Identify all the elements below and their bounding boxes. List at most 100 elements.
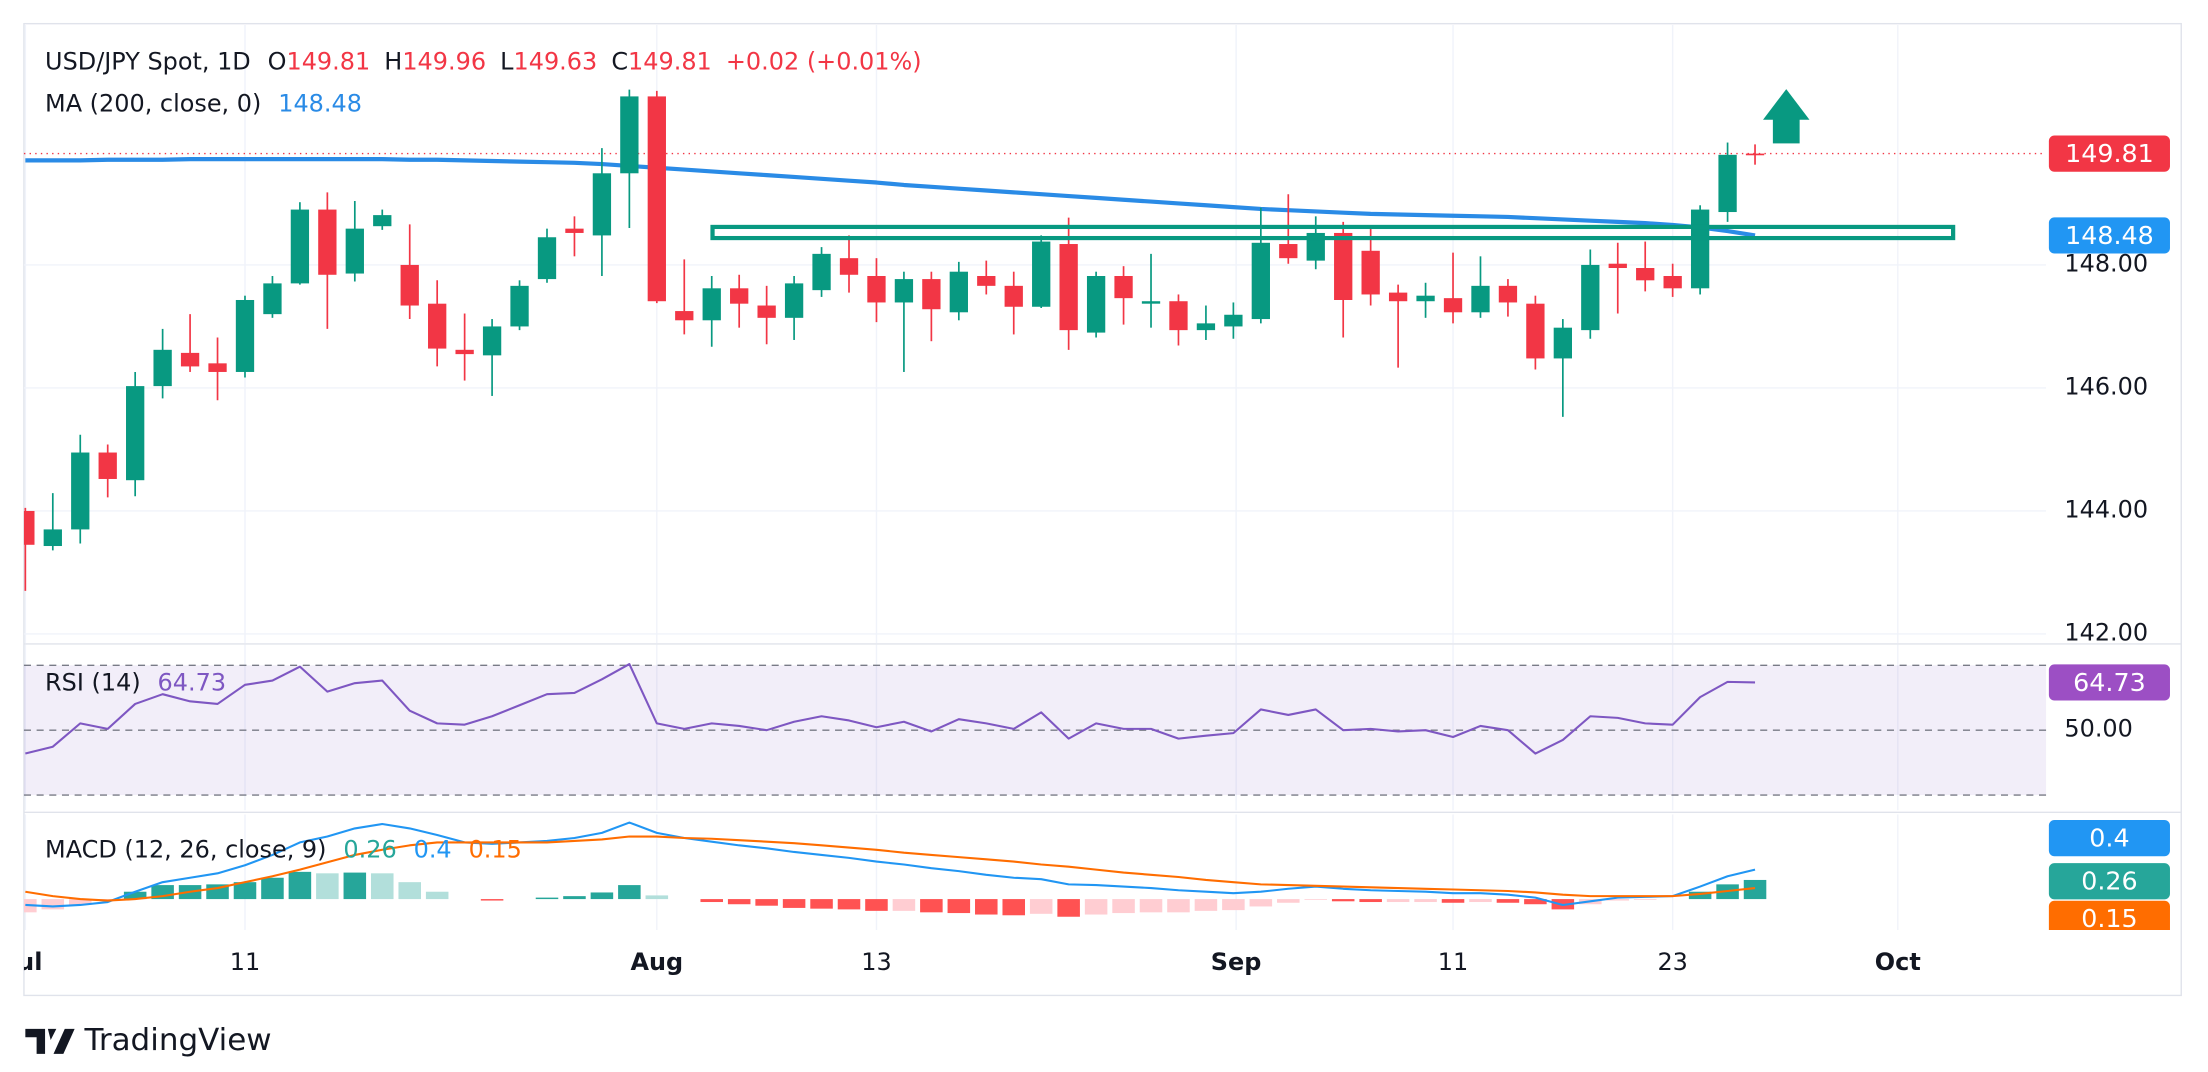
- histogram-bar: [810, 899, 833, 909]
- macd: [23, 821, 1767, 917]
- candle-body: [71, 452, 90, 530]
- candle-body: [702, 288, 721, 321]
- candle-body: [1388, 292, 1408, 302]
- ohlc-value: 149.81: [628, 47, 712, 75]
- histogram-bar: [1002, 899, 1026, 916]
- signal-line: [25, 835, 1756, 902]
- candle-body: [1443, 298, 1463, 313]
- candle-body: [812, 253, 831, 291]
- histogram-bar: [1194, 899, 1218, 911]
- candle-body: [1718, 154, 1737, 213]
- x-labels: Jul 11 Aug 13 Sep 11 23 Oct: [24, 948, 1921, 976]
- series-name: MA (200, close, 0): [45, 89, 261, 117]
- rsi-legend: RSI (14) 64.73: [45, 668, 226, 696]
- histogram-bar: [1249, 899, 1273, 907]
- candle-body: [510, 285, 529, 327]
- candle-body: [153, 349, 172, 387]
- histogram-bar: [1743, 879, 1767, 900]
- candle-body: [428, 303, 447, 349]
- logo: [25, 1028, 75, 1054]
- histogram-bar: [1524, 899, 1547, 905]
- histogram-bar: [1359, 899, 1382, 903]
- candle-body: [1169, 301, 1188, 331]
- x-tick-label: 23: [1657, 948, 1687, 976]
- price-box: [2048, 664, 2170, 701]
- ohlc-value: 149.63: [513, 47, 597, 75]
- candle-body: [1196, 323, 1216, 331]
- x-tick-label: 13: [861, 948, 891, 976]
- candle-body: [784, 283, 804, 318]
- candle-body: [290, 209, 310, 284]
- y-tick-label: 142.00: [2064, 619, 2148, 647]
- candle-body: [23, 510, 35, 545]
- candle-body: [1690, 209, 1710, 289]
- series-value: 64.73: [158, 668, 227, 696]
- candle-body: [922, 279, 941, 310]
- candle-body: [565, 228, 584, 233]
- histogram-bar: [1112, 899, 1135, 914]
- histogram-bar: [288, 871, 312, 900]
- y-tick-label: 148.00: [2064, 250, 2148, 278]
- histogram-bar: [1084, 899, 1108, 915]
- x-tick-label: 11: [230, 948, 260, 976]
- candle-body: [1526, 303, 1545, 359]
- candle-body: [1553, 327, 1572, 359]
- candle-body: [1334, 232, 1353, 300]
- arrow-shaft: [1772, 116, 1800, 144]
- candle-body: [400, 264, 419, 306]
- candle-body: [43, 529, 62, 547]
- candle-body: [1141, 301, 1161, 304]
- histogram-bar: [700, 899, 723, 903]
- candle-body: [263, 283, 282, 315]
- histogram-bar: [1331, 899, 1355, 902]
- change: +0.02 (+0.01%): [726, 47, 922, 75]
- ohlc-key: H: [384, 47, 402, 75]
- y-tick-label: 50.00: [2064, 715, 2133, 743]
- histogram-bar: [1469, 899, 1492, 903]
- rsi-line: [25, 662, 1756, 755]
- histogram-bar: [1139, 899, 1163, 913]
- candle-body: [1251, 242, 1270, 320]
- resistance-zone: [710, 224, 1956, 241]
- indicator-name: MACD (12, 26, close, 9): [45, 835, 326, 863]
- price-box-label: 0.15: [2081, 904, 2137, 933]
- histogram-bar: [947, 899, 971, 914]
- histogram-bar: [563, 896, 586, 900]
- candle-body: [345, 228, 364, 274]
- price-box: [2048, 820, 2170, 857]
- price-box: [2048, 863, 2170, 900]
- histogram-bar: [1688, 891, 1712, 900]
- series-value: 148.48: [278, 89, 362, 117]
- candle-body: [949, 271, 968, 313]
- histogram-bar: [1414, 899, 1437, 903]
- histogram-bar: [68, 899, 92, 905]
- price-box: [2048, 900, 2170, 930]
- candle-body: [1059, 244, 1078, 331]
- histogram-bar: [261, 877, 284, 900]
- chart-frame: [23, 22, 2182, 997]
- candle-body: [180, 352, 200, 367]
- price-box: [2048, 135, 2170, 172]
- candle-body: [757, 305, 776, 318]
- ohlc-key: C: [611, 47, 628, 75]
- price-box: [2048, 217, 2170, 254]
- histogram-bar: [1029, 899, 1053, 914]
- candle-body: [620, 96, 639, 174]
- histogram-bar: [1277, 899, 1300, 903]
- histogram-value: 0.26: [343, 835, 396, 863]
- ohlc-key: O: [268, 47, 287, 75]
- candle-body: [1636, 268, 1655, 281]
- histogram-bar: [892, 899, 916, 911]
- candle-body: [977, 276, 996, 286]
- rsi-band: [23, 665, 2047, 796]
- histogram-bar: [1304, 899, 1328, 900]
- series-name: RSI (14): [45, 668, 141, 696]
- candle-body: [592, 173, 612, 236]
- candle-body: [1279, 244, 1298, 259]
- histogram-bar: [837, 899, 861, 910]
- candle-body: [1032, 241, 1051, 307]
- candle-body: [318, 209, 337, 275]
- histogram-bar: [755, 899, 778, 906]
- candle-body: [1004, 285, 1023, 307]
